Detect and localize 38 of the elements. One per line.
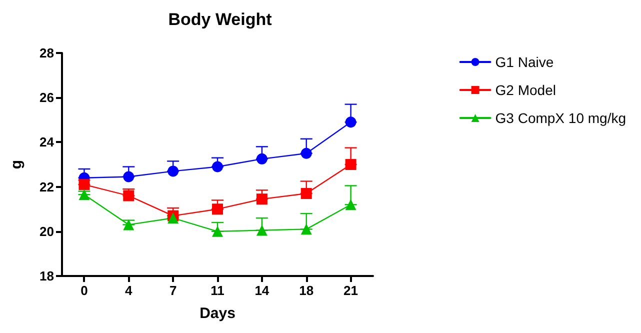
point bbox=[256, 153, 268, 164]
y-axis-title: g bbox=[8, 160, 25, 170]
chart-title: Body Weight bbox=[168, 10, 272, 29]
point bbox=[300, 148, 312, 159]
point bbox=[345, 199, 356, 210]
point bbox=[212, 161, 223, 172]
point bbox=[212, 226, 223, 237]
x-tick-label: 14 bbox=[254, 283, 270, 298]
point bbox=[345, 116, 356, 128]
y-tick-label: 20 bbox=[40, 224, 54, 239]
x-tick-label: 4 bbox=[125, 283, 134, 298]
x-tick-label: 21 bbox=[344, 283, 358, 298]
point bbox=[300, 224, 312, 235]
point bbox=[300, 188, 312, 199]
point bbox=[168, 212, 179, 224]
point bbox=[123, 219, 134, 230]
point bbox=[212, 204, 223, 215]
y-tick-label: 24 bbox=[40, 134, 55, 150]
x-tick-label: 0 bbox=[80, 283, 88, 298]
y-tick-label: 26 bbox=[40, 90, 54, 106]
point bbox=[256, 194, 268, 205]
legend-label: G2 Model bbox=[495, 82, 556, 98]
y-tick-label: 18 bbox=[40, 268, 54, 284]
x-axis-title: Days bbox=[200, 305, 236, 322]
legend-label: G3 CompX 10 mg/kg bbox=[495, 110, 626, 126]
x-tick-label: 7 bbox=[169, 283, 177, 298]
point bbox=[168, 166, 179, 177]
point bbox=[256, 224, 268, 236]
point bbox=[123, 190, 134, 202]
point bbox=[78, 189, 90, 200]
point bbox=[123, 171, 134, 182]
x-tick-label: 11 bbox=[210, 283, 224, 298]
y-tick-label: 22 bbox=[40, 179, 54, 194]
point bbox=[345, 159, 356, 170]
legend-label: G1 Naive bbox=[495, 54, 554, 70]
point bbox=[78, 179, 90, 190]
y-tick-label: 28 bbox=[40, 46, 54, 60]
x-tick-label: 18 bbox=[299, 283, 314, 298]
